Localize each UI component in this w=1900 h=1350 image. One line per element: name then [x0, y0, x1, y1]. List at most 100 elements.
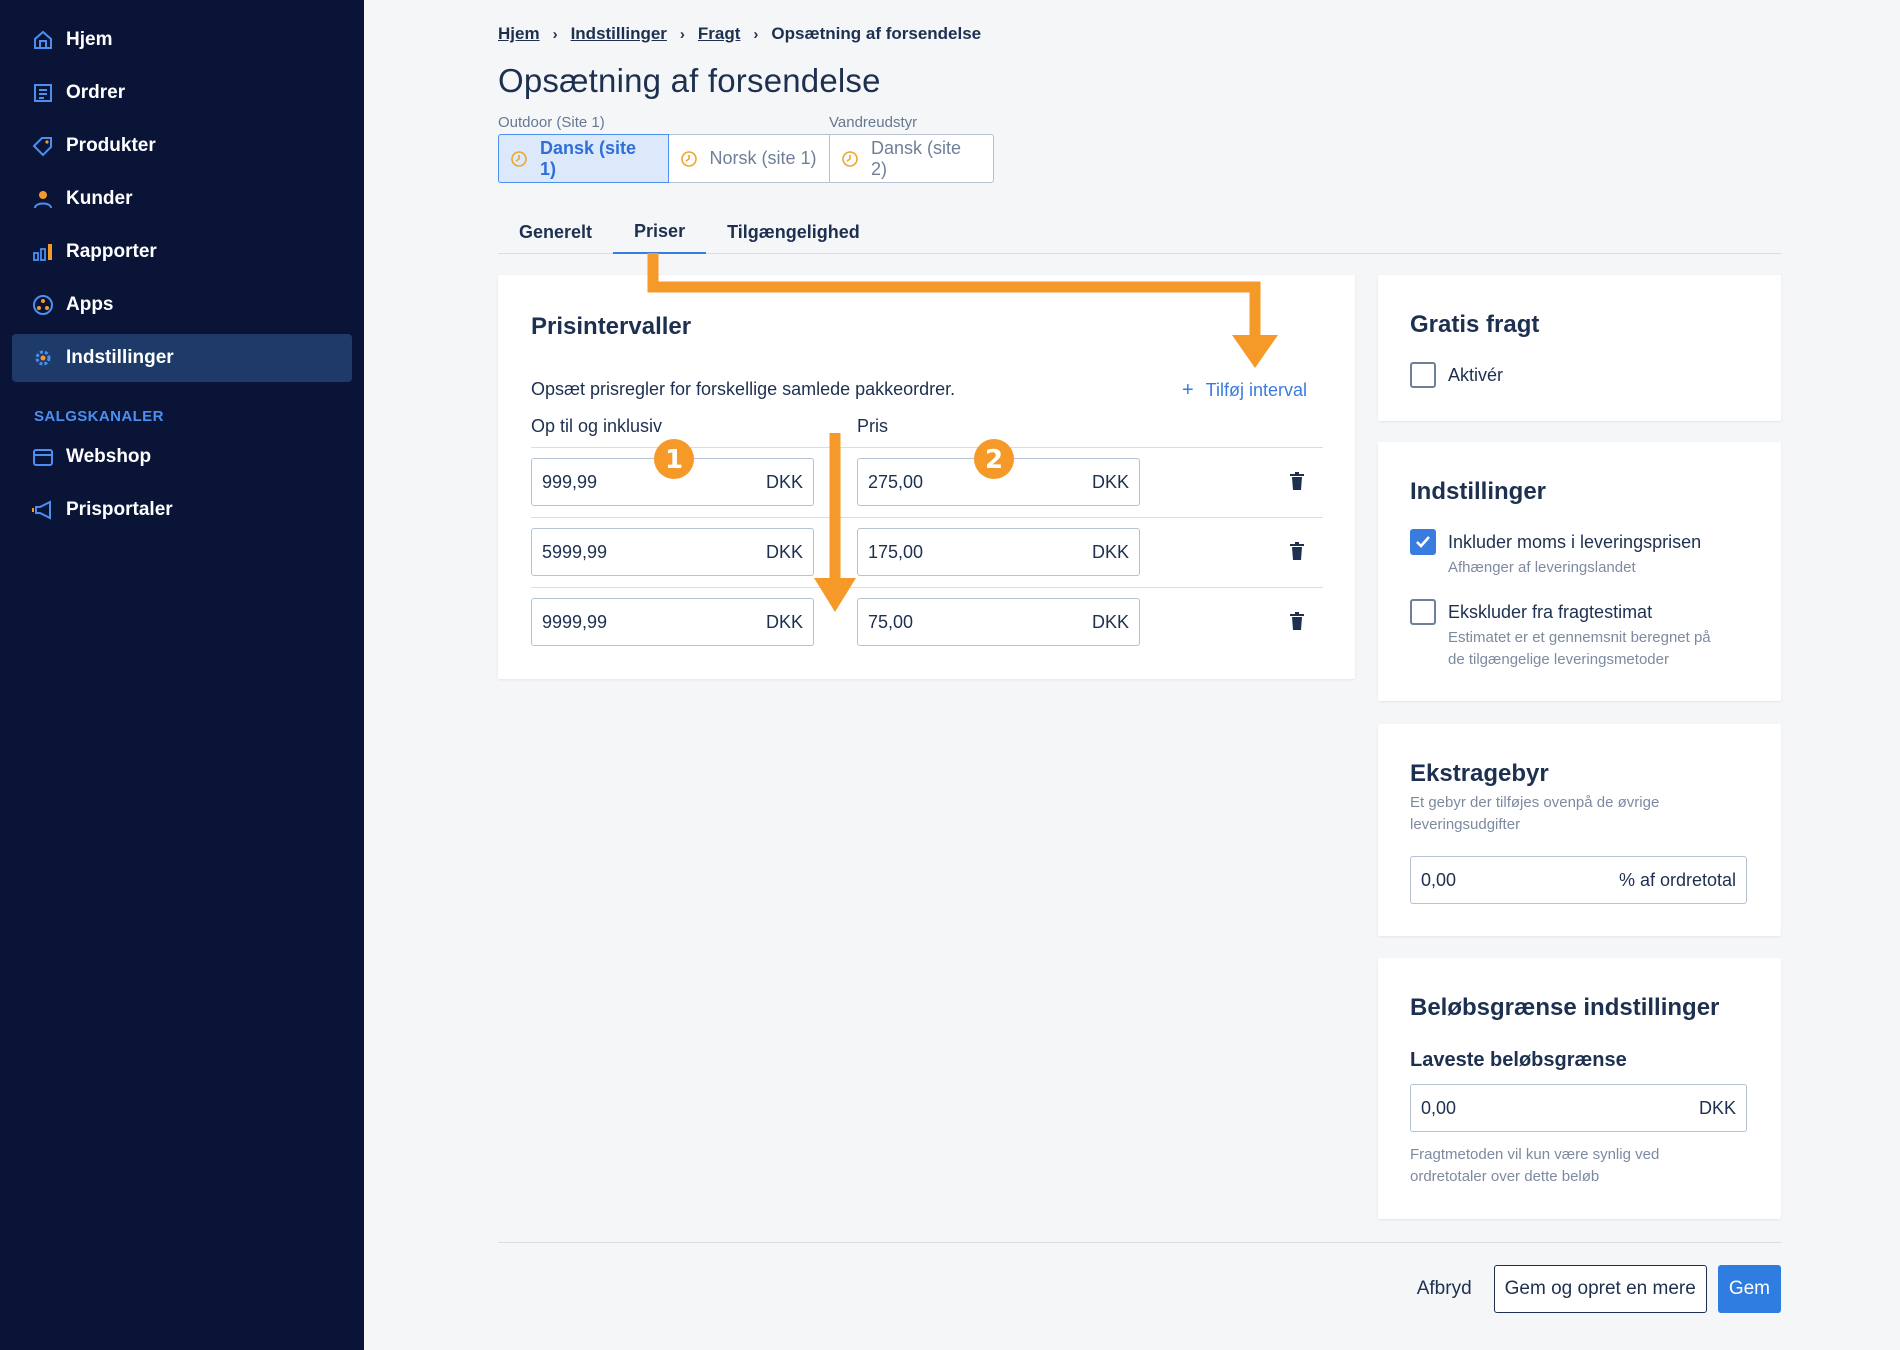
sidebar-item-label: Rapporter	[66, 241, 157, 262]
sidebar-item-indstillinger[interactable]: Indstillinger	[12, 334, 352, 382]
price-input[interactable]: 175,00 DKK	[857, 528, 1140, 576]
price-value: 275,00	[868, 471, 924, 492]
extra-fee-input[interactable]: 0,00 % af ordretotal	[1410, 856, 1747, 904]
checkbox-help-line-1: Estimatet er et gennemsnit beregnet på	[1448, 629, 1711, 646]
breadcrumb-fragt[interactable]: Fragt	[697, 24, 741, 43]
locale-norsk-site1[interactable]: Norsk (site 1)	[667, 134, 831, 183]
tab-generelt[interactable]: Generelt	[519, 221, 593, 242]
exclude-estimate-checkbox[interactable]: Ekskluder fra fragtestimat Estimatet er …	[1410, 599, 1711, 671]
price-intervals-description: Opsæt prisregler for forskellige samlede…	[531, 379, 956, 399]
breadcrumb-indstillinger[interactable]: Indstillinger	[570, 24, 667, 43]
clock-warning-icon	[511, 150, 527, 167]
sidebar-item-prisportaler[interactable]: Prisportaler	[12, 486, 352, 534]
sidebar-item-rapporter[interactable]: Rapporter	[12, 228, 352, 276]
tab-tilgaengelighed[interactable]: Tilgængelighed	[727, 221, 860, 242]
chevron-right-icon: ›	[679, 25, 685, 43]
checkbox-help: Afhænger af leveringslandet	[1448, 559, 1636, 576]
up-to-value: 9999,99	[542, 611, 608, 632]
price-intervals-card: Prisintervaller Opsæt prisregler for for…	[498, 275, 1355, 679]
currency-suffix: DKK	[765, 471, 803, 492]
clock-warning-icon	[680, 150, 697, 167]
extra-fee-title: Ekstragebyr	[1410, 760, 1549, 787]
breadcrumb-hjem[interactable]: Hjem	[498, 24, 540, 43]
breadcrumb: Hjem › Indstillinger › Fragt › Opsætning…	[498, 24, 981, 44]
free-shipping-card: Gratis fragt Aktivér	[1378, 275, 1781, 421]
checkbox-label: Inkluder moms i leveringsprisen	[1448, 532, 1702, 552]
checkbox-box[interactable]	[1410, 362, 1436, 388]
price-intervals-title: Prisintervaller	[531, 313, 692, 340]
locale-label: Dansk (site 1)	[540, 137, 637, 179]
trash-icon[interactable]	[1289, 612, 1305, 630]
sidebar-item-label: Produkter	[66, 135, 156, 156]
sidebar-section-title: SALGSKANALER	[34, 408, 164, 425]
save-button[interactable]: Gem	[1717, 1265, 1781, 1313]
sidebar-item-label: Webshop	[66, 446, 152, 467]
site-label-vandreudstyr: Vandreudstyr	[829, 114, 918, 131]
sidebar-item-label: Prisportaler	[66, 499, 173, 520]
add-interval-button[interactable]: + Tilføj interval	[1182, 379, 1307, 402]
up-to-input[interactable]: 9999,99 DKK	[531, 598, 814, 646]
megaphone-icon	[32, 500, 51, 520]
up-to-input[interactable]: 999,99 DKK	[531, 458, 814, 506]
column-header-price: Pris	[857, 416, 888, 436]
checkbox-box[interactable]	[1410, 599, 1436, 625]
checkbox-label: Aktivér	[1448, 365, 1504, 385]
currency-suffix: DKK	[1091, 541, 1129, 562]
sidebar-item-kunder[interactable]: Kunder	[12, 175, 352, 223]
footer-divider	[498, 1242, 1781, 1243]
settings-card: Indstillinger Inkluder moms i leveringsp…	[1378, 442, 1781, 701]
sidebar-item-apps[interactable]: Apps	[12, 281, 352, 329]
lowest-limit-input[interactable]: 0,00 DKK	[1410, 1084, 1747, 1132]
extra-fee-value: 0,00	[1421, 869, 1457, 890]
sidebar-item-produkter[interactable]: Produkter	[12, 122, 352, 170]
home-icon	[34, 30, 52, 49]
page-title: Opsætning af forsendelse	[498, 62, 881, 99]
currency-suffix: DKK	[765, 541, 803, 562]
locale-switcher: Dansk (site 1) Norsk (site 1) Dansk (sit…	[498, 134, 994, 183]
checkbox-label: Ekskluder fra fragtestimat	[1448, 602, 1653, 622]
locale-label: Norsk (site 1)	[709, 148, 817, 168]
currency-suffix: DKK	[1091, 471, 1129, 492]
plus-icon: +	[1181, 379, 1194, 401]
sidebar-item-hjem[interactable]: Hjem	[12, 16, 352, 64]
locale-label: Dansk (site 2)	[871, 137, 962, 179]
chevron-right-icon: ›	[552, 25, 558, 43]
enable-free-shipping-checkbox[interactable]: Aktivér	[1410, 362, 1503, 388]
locale-dansk-site2[interactable]: Dansk (site 2)	[829, 134, 994, 183]
extra-fee-help-line-1: Et gebyr der tilføjes ovenpå de øvrige	[1410, 794, 1660, 811]
shop-icon	[33, 449, 53, 466]
tag-icon	[32, 137, 52, 157]
orders-icon	[34, 84, 52, 102]
sidebar-item-label: Kunder	[66, 188, 133, 209]
tab-priser[interactable]: Priser	[613, 210, 707, 254]
sidebar-item-ordrer[interactable]: Ordrer	[12, 69, 352, 117]
include-vat-checkbox[interactable]: Inkluder moms i leveringsprisen Afhænger…	[1410, 529, 1701, 579]
sidebar-item-webshop[interactable]: Webshop	[12, 433, 352, 481]
trash-icon[interactable]	[1289, 472, 1305, 490]
price-input[interactable]: 75,00 DKK	[857, 598, 1140, 646]
save-and-new-button[interactable]: Gem og opret en mere	[1493, 1265, 1707, 1313]
main-area: Hjem › Indstillinger › Fragt › Opsætning…	[364, 0, 1900, 1350]
sidebar: Hjem Ordrer Produkter Kunder Rapporter A…	[0, 0, 364, 1350]
checkbox-box[interactable]	[1410, 529, 1436, 555]
sidebar-item-label: Hjem	[66, 29, 113, 50]
sidebar-item-label: Apps	[66, 294, 114, 315]
extra-fee-unit: % af ordretotal	[1618, 869, 1736, 890]
lowest-limit-unit: DKK	[1698, 1097, 1736, 1118]
chevron-right-icon: ›	[753, 25, 759, 43]
breadcrumb-current: Opsætning af forsendelse	[771, 24, 982, 43]
tabs: Generelt Priser Tilgængelighed	[498, 210, 1781, 254]
extra-fee-help-line-2: leveringsudgifter	[1410, 816, 1521, 833]
site-label-outdoor: Outdoor (Site 1)	[498, 114, 605, 131]
apps-icon	[33, 295, 53, 315]
lowest-limit-label: Laveste beløbsgrænse	[1410, 1049, 1627, 1071]
up-to-input[interactable]: 5999,99 DKK	[531, 528, 814, 576]
footer-actions: Afbryd Gem og opret en mere Gem	[1417, 1265, 1781, 1313]
trash-icon[interactable]	[1289, 542, 1305, 560]
extra-fee-card: Ekstragebyr Et gebyr der tilføjes ovenpå…	[1378, 724, 1781, 936]
price-input[interactable]: 275,00 DKK	[857, 458, 1140, 506]
locale-dansk-site1[interactable]: Dansk (site 1)	[498, 134, 669, 183]
clock-warning-icon	[842, 150, 858, 167]
amount-limits-title: Beløbsgrænse indstillinger	[1410, 994, 1720, 1021]
cancel-button[interactable]: Afbryd	[1416, 1278, 1472, 1299]
